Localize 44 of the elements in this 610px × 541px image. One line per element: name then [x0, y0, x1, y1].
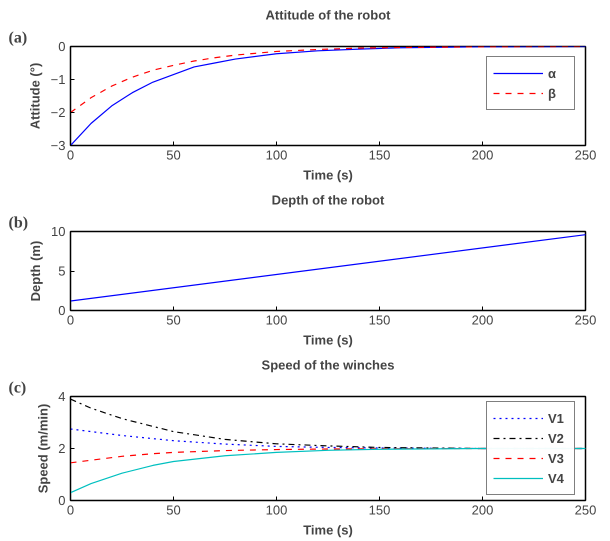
x-tick-label: 50: [166, 502, 181, 518]
x-tick-label: 200: [472, 148, 494, 162]
x-tick-label: 100: [266, 502, 288, 518]
legend-label: β: [548, 86, 557, 100]
y-tick-label: 5: [58, 264, 66, 278]
x-tick-label: 150: [368, 148, 390, 162]
x-tick-label: 250: [574, 502, 596, 518]
chart-title: Attitude of the robot: [266, 8, 392, 22]
legend-label: V2: [548, 430, 565, 446]
line-series: [70, 46, 586, 146]
x-axis-title: Time (s): [303, 168, 353, 182]
x-tick-label: 250: [574, 148, 596, 162]
x-tick-label: 50: [166, 148, 181, 162]
x-tick-label: 200: [472, 312, 494, 328]
x-tick-label: 100: [266, 312, 288, 328]
y-tick-label: −1: [50, 72, 66, 87]
legend-label: V4: [548, 470, 565, 486]
y-tick-label: 4: [58, 389, 66, 404]
chart-title: Speed of the winches: [262, 358, 394, 372]
x-axis-title: Time (s): [303, 522, 353, 538]
y-tick-label: −2: [50, 105, 66, 120]
y-tick-label: 0: [58, 39, 66, 54]
x-tick-label: 200: [472, 502, 494, 518]
y-tick-label: 0: [58, 303, 66, 318]
y-tick-label: 0: [58, 493, 66, 508]
legend-label: α: [548, 66, 557, 80]
x-tick-label: 50: [166, 312, 181, 328]
x-tick-label: 100: [266, 148, 288, 162]
x-axis-title: Time (s): [303, 332, 353, 348]
y-tick-label: 10: [51, 224, 66, 239]
text: (a): [8, 30, 28, 46]
y-tick-label: 2: [58, 441, 66, 456]
legend-label: V1: [548, 410, 565, 426]
y-axis-title: Speed (m/min): [35, 404, 50, 494]
y-tick-label: −3: [50, 138, 66, 153]
text: (c): [8, 380, 26, 396]
text: (b): [8, 214, 28, 232]
x-tick-label: 250: [574, 312, 596, 328]
chart-title: Depth of the robot: [272, 192, 385, 208]
y-axis-title: Attitude (°): [28, 62, 43, 130]
x-tick-label: 150: [368, 502, 390, 518]
y-axis-title: Depth (m): [28, 240, 44, 302]
x-tick-label: 150: [368, 312, 390, 328]
legend-label: V3: [548, 450, 565, 466]
